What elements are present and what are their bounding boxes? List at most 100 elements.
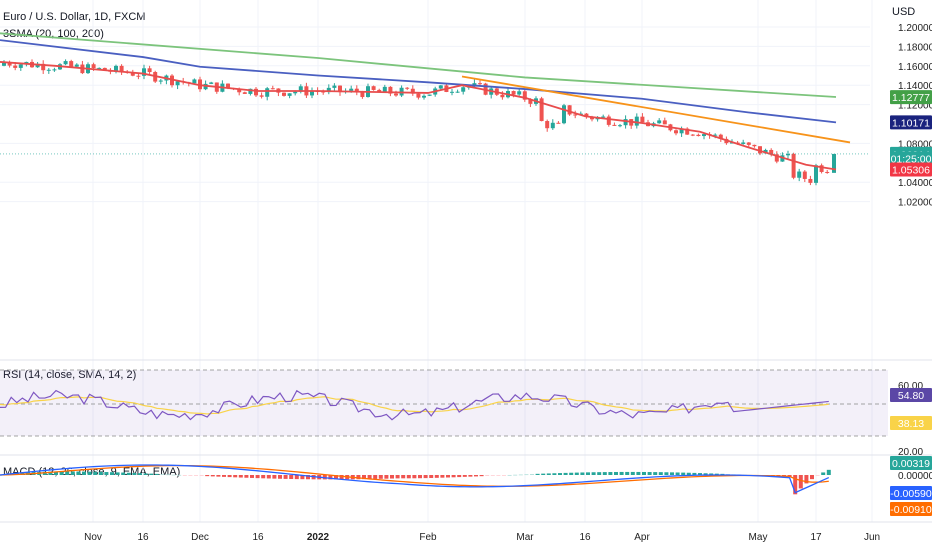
candle-body — [136, 75, 141, 77]
macd-histogram-bar — [686, 472, 691, 475]
macd-histogram-bar — [132, 472, 137, 475]
candle-body — [130, 72, 135, 76]
macd-signal-line — [0, 464, 829, 487]
macd-histogram-bar — [692, 472, 697, 475]
macd-histogram-bar — [48, 471, 53, 475]
macd-histogram-bar — [524, 474, 529, 476]
candle-body — [450, 91, 454, 93]
candle-body — [746, 142, 751, 145]
macd-histogram-bar — [294, 475, 299, 480]
candle-body — [69, 61, 74, 67]
rsi-band — [0, 370, 888, 436]
macd-histogram-bar — [586, 472, 590, 475]
macd-histogram-bar — [418, 475, 422, 479]
macd-histogram-bar — [54, 471, 58, 475]
x-tick-label: 16 — [252, 532, 264, 543]
candle-body — [685, 128, 690, 135]
macd-histogram-bar — [670, 472, 674, 475]
chart-title: Euro / U.S. Dollar, 1D, FXCM — [3, 11, 145, 23]
macd-histogram-bar — [653, 472, 658, 475]
candle-body — [35, 63, 40, 68]
candle-body — [634, 116, 639, 126]
candle-body — [573, 114, 578, 116]
candle-body — [259, 95, 264, 97]
rsi-series — [0, 389, 829, 421]
price-tag-box — [890, 416, 932, 430]
x-tick-label: Mar — [516, 532, 534, 543]
macd-histogram-bar — [390, 475, 394, 479]
macd-histogram-bar — [423, 475, 428, 479]
candle-body — [786, 153, 790, 156]
macd-histogram-bar — [222, 475, 226, 477]
macd-histogram-bar — [384, 475, 389, 479]
macd-histogram-bar — [709, 473, 714, 475]
macd-histogram-bar — [698, 473, 702, 475]
candle-body — [612, 124, 617, 126]
macd-histogram-bar — [597, 472, 602, 475]
candle-body — [248, 88, 253, 94]
rsi-line — [0, 389, 829, 421]
candle-body — [338, 85, 342, 93]
candle-body — [461, 87, 466, 92]
macd-histogram-bar — [306, 475, 310, 480]
candle-body — [774, 154, 779, 162]
macd-histogram-bar — [474, 475, 478, 477]
macd-histogram-bar — [810, 475, 814, 480]
candle-body — [427, 94, 432, 96]
macd-histogram-bar — [434, 475, 439, 478]
macd-histogram-bar — [574, 472, 579, 475]
candle-body — [405, 87, 410, 89]
candle-body — [7, 62, 12, 66]
price-tag-label: 38.13 — [898, 418, 924, 430]
macd-histogram-bar — [647, 472, 652, 475]
macd-histogram-bar — [563, 472, 568, 475]
macd-histogram-bar — [826, 469, 831, 475]
candle-body — [455, 91, 460, 93]
candle-body — [832, 153, 836, 173]
rsi-ma-line — [0, 396, 829, 415]
y-tick-label: 1.02000 — [898, 198, 932, 209]
candle-body — [242, 92, 247, 94]
candle-body — [310, 91, 314, 96]
price-tag-label: 01:25:00 — [891, 153, 932, 165]
macd-histogram-bar — [446, 475, 450, 478]
y-tick-label: 1.20000 — [898, 23, 932, 34]
candle-body — [550, 122, 555, 129]
y-axis: 1.20000 1.18000 1.16000 1.14000 1.12000 1.080… — [898, 23, 932, 482]
candle-body — [500, 94, 505, 98]
macd-histogram-bar — [630, 471, 635, 475]
candle-body — [718, 134, 723, 139]
candle-body — [416, 93, 421, 98]
candle-body — [63, 61, 68, 65]
macd-histogram-bar — [507, 474, 512, 476]
candle-body — [114, 65, 118, 72]
x-tick-label: Apr — [634, 532, 650, 543]
candlestick-series — [2, 59, 836, 186]
macd-histogram-bar — [664, 472, 669, 475]
price-tag-label: 54.80 — [898, 390, 924, 402]
macd-histogram-bar — [289, 475, 294, 480]
macd-histogram-bar — [502, 475, 506, 476]
candle-body — [567, 105, 572, 115]
candle-body — [758, 146, 762, 154]
macd-histogram-bar — [216, 475, 221, 477]
price-tag-label: 1.12777 — [892, 92, 930, 104]
candle-body — [545, 121, 550, 129]
candle-body — [74, 64, 79, 67]
macd-histogram-bar — [468, 475, 473, 477]
x-tick-label: May — [749, 532, 768, 543]
macd-histogram-bar — [328, 475, 333, 480]
ma-line-sma-200 — [0, 32, 837, 98]
candle-body — [690, 134, 695, 136]
candle-body — [601, 116, 606, 118]
candle-body — [696, 134, 701, 137]
moving-average-lines — [0, 32, 870, 171]
candle-body — [97, 67, 102, 69]
macd-histogram-bar — [367, 475, 372, 480]
y-tick-label: 1.12000 — [898, 101, 932, 112]
macd-histogram-bar — [608, 472, 613, 475]
candle-body — [590, 116, 594, 120]
x-tick-label: 17 — [810, 532, 822, 543]
macd-histogram-bar — [451, 475, 456, 478]
